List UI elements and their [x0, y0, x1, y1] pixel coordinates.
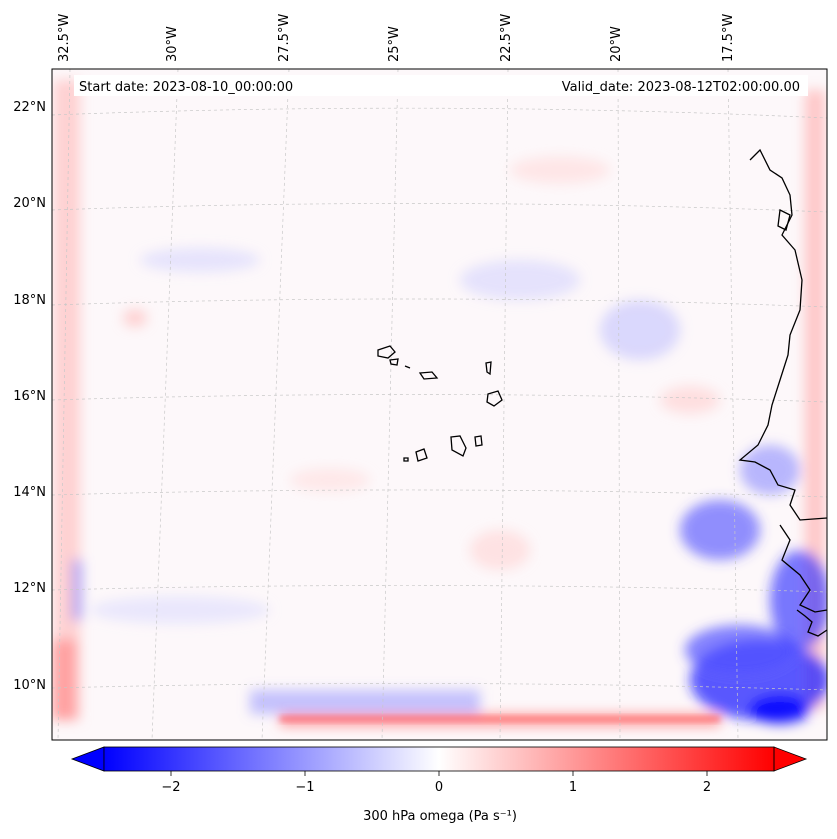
omega-field: [52, 69, 827, 740]
omega-map: Start date: 2023-08-10_00:00:00 Valid_da…: [51, 68, 828, 741]
lat-label: 20°N: [13, 196, 46, 211]
colorbar-tick-label: 0: [435, 780, 443, 795]
lon-label: 17.5°W: [721, 14, 736, 62]
header-band: [74, 75, 808, 96]
lat-label: 16°N: [13, 389, 46, 404]
longitude-labels: 32.5°W 30°W 27.5°W 25°W 22.5°W 20°W 17.5…: [57, 14, 736, 62]
cape-verde-islands: [377, 345, 503, 462]
lon-label: 20°W: [609, 26, 624, 62]
lat-label: 12°N: [13, 581, 46, 596]
lat-label: 10°N: [13, 678, 46, 693]
lat-label: 22°N: [13, 100, 46, 115]
lon-label: 32.5°W: [57, 14, 72, 62]
start-date-label: Start date: 2023-08-10_00:00:00: [79, 80, 293, 95]
lat-label: 14°N: [13, 485, 46, 500]
lon-label: 25°W: [387, 26, 402, 62]
coastline: [738, 148, 828, 637]
lon-label: 27.5°W: [277, 14, 292, 62]
colorbar-ticks: −2 −1 0 1 2: [161, 771, 711, 795]
colorbar-min-extend: [70, 746, 105, 772]
colorbar-tick-label: 2: [703, 780, 711, 795]
colorbar-max-extend: [773, 746, 808, 772]
map-frame: [51, 68, 828, 741]
colorbar-tick-label: 1: [569, 780, 577, 795]
gridlines: [52, 69, 827, 740]
colorbar: −2 −1 0 1 2 300 hPa omega (Pa s⁻¹): [70, 746, 808, 824]
lon-label: 30°W: [165, 26, 180, 62]
colorbar-gradient: [104, 747, 774, 771]
latitude-labels: 22°N 20°N 18°N 16°N 14°N 12°N 10°N: [13, 100, 46, 693]
lon-label: 22.5°W: [499, 14, 514, 62]
valid-date-label: Valid_date: 2023-08-12T02:00:00.00: [562, 80, 800, 95]
colorbar-tick-label: −1: [295, 780, 314, 795]
colorbar-label: 300 hPa omega (Pa s⁻¹): [363, 809, 517, 824]
lat-label: 18°N: [13, 293, 46, 308]
colorbar-tick-label: −2: [161, 780, 180, 795]
